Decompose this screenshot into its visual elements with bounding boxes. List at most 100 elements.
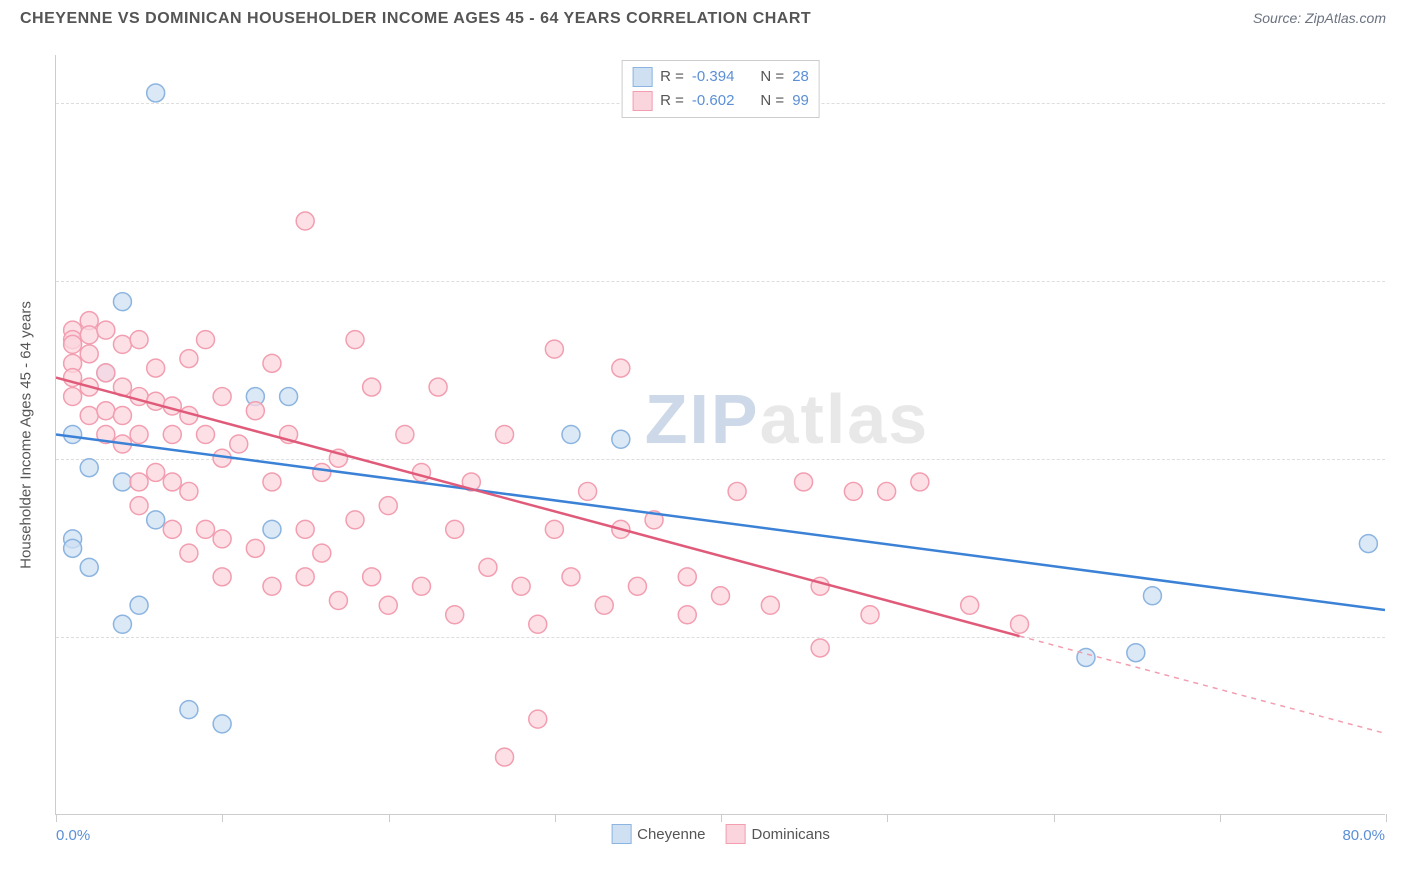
x-tick: [1220, 814, 1221, 822]
data-point: [180, 544, 198, 562]
x-tick: [721, 814, 722, 822]
data-point: [363, 378, 381, 396]
data-point: [163, 473, 181, 491]
legend-item: Dominicans: [726, 824, 830, 844]
data-point: [263, 354, 281, 372]
data-point: [562, 568, 580, 586]
x-tick: [222, 814, 223, 822]
data-point: [80, 326, 98, 344]
data-point: [579, 482, 597, 500]
scatter-svg: [56, 55, 1385, 814]
data-point: [728, 482, 746, 500]
data-point: [811, 639, 829, 657]
data-point: [496, 748, 514, 766]
data-point: [412, 577, 430, 595]
data-point: [163, 426, 181, 444]
data-point: [246, 402, 264, 420]
data-point: [363, 568, 381, 586]
data-point: [1127, 644, 1145, 662]
data-point: [130, 331, 148, 349]
data-point: [795, 473, 813, 491]
regression-line-extrapolated: [1020, 636, 1385, 733]
x-tick: [1054, 814, 1055, 822]
data-point: [130, 497, 148, 515]
data-point: [130, 473, 148, 491]
data-point: [97, 402, 115, 420]
data-point: [80, 345, 98, 363]
data-point: [1011, 615, 1029, 633]
regression-line: [56, 435, 1385, 611]
data-point: [197, 331, 215, 349]
data-point: [263, 473, 281, 491]
n-value: 28: [792, 65, 809, 89]
legend-stats-box: R =-0.394N =28R =-0.602N =99: [621, 60, 820, 118]
x-tick: [887, 814, 888, 822]
x-tick: [555, 814, 556, 822]
data-point: [213, 530, 231, 548]
data-point: [529, 615, 547, 633]
data-point: [147, 359, 165, 377]
data-point: [346, 331, 364, 349]
data-point: [712, 587, 730, 605]
data-point: [197, 520, 215, 538]
x-tick: [1386, 814, 1387, 822]
data-point: [296, 212, 314, 230]
n-value: 99: [792, 89, 809, 113]
legend-series-name: Cheyenne: [637, 826, 705, 843]
n-label: N =: [760, 65, 784, 89]
data-point: [230, 435, 248, 453]
n-label: N =: [760, 89, 784, 113]
legend-stats-row: R =-0.394N =28: [632, 65, 809, 89]
data-point: [396, 426, 414, 444]
data-point: [64, 335, 82, 353]
r-label: R =: [660, 89, 684, 113]
data-point: [113, 335, 131, 353]
regression-line: [56, 378, 1020, 637]
source-name: ZipAtlas.com: [1305, 10, 1386, 26]
data-point: [113, 615, 131, 633]
legend-swatch: [611, 824, 631, 844]
data-point: [612, 430, 630, 448]
data-point: [80, 558, 98, 576]
data-point: [911, 473, 929, 491]
r-label: R =: [660, 65, 684, 89]
data-point: [80, 459, 98, 477]
data-point: [113, 407, 131, 425]
chart-title: CHEYENNE VS DOMINICAN HOUSEHOLDER INCOME…: [20, 10, 811, 28]
chart-area: ZIPatlas $37,500$75,000$112,500$150,000 …: [55, 55, 1385, 815]
legend-stats-row: R = -0.602 N = 99: [632, 89, 809, 113]
data-point: [113, 293, 131, 311]
data-point: [562, 426, 580, 444]
data-point: [595, 596, 613, 614]
legend-swatch: [632, 67, 652, 87]
data-point: [412, 463, 430, 481]
data-point: [130, 596, 148, 614]
data-point: [163, 520, 181, 538]
data-point: [147, 511, 165, 529]
data-point: [861, 606, 879, 624]
data-point: [1143, 587, 1161, 605]
data-point: [147, 392, 165, 410]
source-label: Source:: [1253, 10, 1305, 26]
data-point: [961, 596, 979, 614]
data-point: [529, 710, 547, 728]
data-point: [628, 577, 646, 595]
r-value: -0.602: [692, 89, 735, 113]
legend-series-name: Dominicans: [752, 826, 830, 843]
data-point: [296, 568, 314, 586]
data-point: [64, 388, 82, 406]
data-point: [180, 350, 198, 368]
data-point: [64, 426, 82, 444]
data-point: [379, 497, 397, 515]
y-axis-title: Householder Income Ages 45 - 64 years: [18, 301, 35, 569]
data-point: [612, 359, 630, 377]
data-point: [1359, 535, 1377, 553]
x-tick: [56, 814, 57, 822]
data-point: [97, 321, 115, 339]
data-point: [446, 606, 464, 624]
data-point: [197, 426, 215, 444]
data-point: [545, 520, 563, 538]
data-point: [678, 568, 696, 586]
source-attribution: Source: ZipAtlas.com: [1253, 10, 1386, 28]
data-point: [246, 539, 264, 557]
